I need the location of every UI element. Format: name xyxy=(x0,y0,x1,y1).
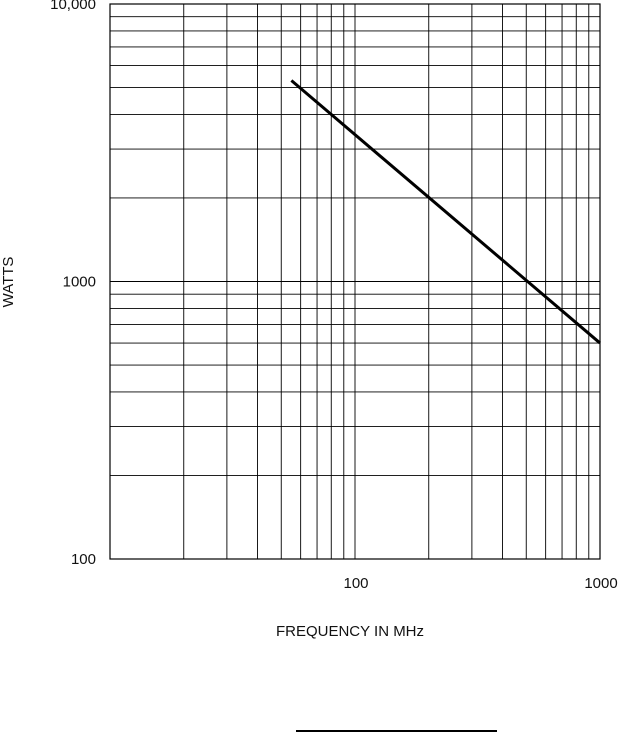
y-tick-label: 1000 xyxy=(63,274,96,291)
y-tick-labels: 10,000 1000 100 xyxy=(50,0,96,568)
series-layer xyxy=(290,79,601,345)
plot-frame xyxy=(109,3,601,560)
x-axis-label: FREQUENCY IN MHz xyxy=(276,623,424,640)
x-tick-labels: 100 1000 xyxy=(343,575,617,592)
x-tick-label: 100 xyxy=(343,575,368,592)
y-axis-label: WATTS xyxy=(0,257,17,308)
y-tick-label: 10,000 xyxy=(50,0,96,13)
y-tick-label: 100 xyxy=(71,551,96,568)
grid xyxy=(110,4,600,559)
x-tick-label: 1000 xyxy=(584,575,617,592)
data-line xyxy=(290,79,601,345)
